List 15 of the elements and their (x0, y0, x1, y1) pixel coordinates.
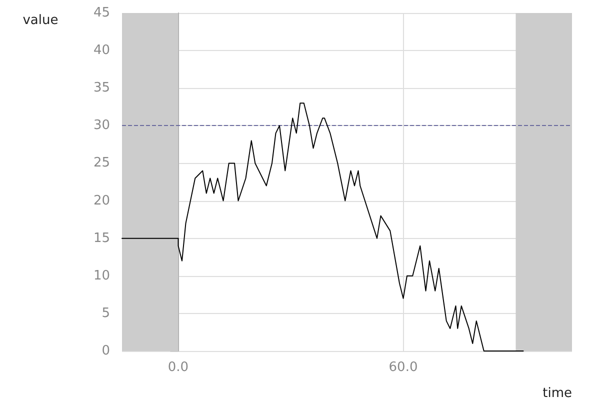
y-tick-label: 10 (93, 268, 110, 284)
y-tick-label: 25 (93, 156, 110, 171)
y-tick-label: 35 (93, 80, 110, 96)
x-tick-label: 0.0 (168, 360, 189, 375)
y-tick-label: 5 (102, 306, 110, 321)
y-tick-label: 30 (93, 118, 110, 134)
y-tick-label: 0 (102, 344, 110, 358)
x-axis-title: time (542, 386, 572, 401)
y-tick-label: 40 (93, 43, 110, 58)
y-axis-title: value (22, 13, 58, 28)
y-tick-label: 45 (93, 6, 110, 20)
y-tick-label: 20 (93, 193, 110, 208)
x-tick-label: 60.0 (388, 360, 418, 375)
line-series (122, 102, 524, 352)
y-tick-label: 15 (93, 230, 110, 246)
